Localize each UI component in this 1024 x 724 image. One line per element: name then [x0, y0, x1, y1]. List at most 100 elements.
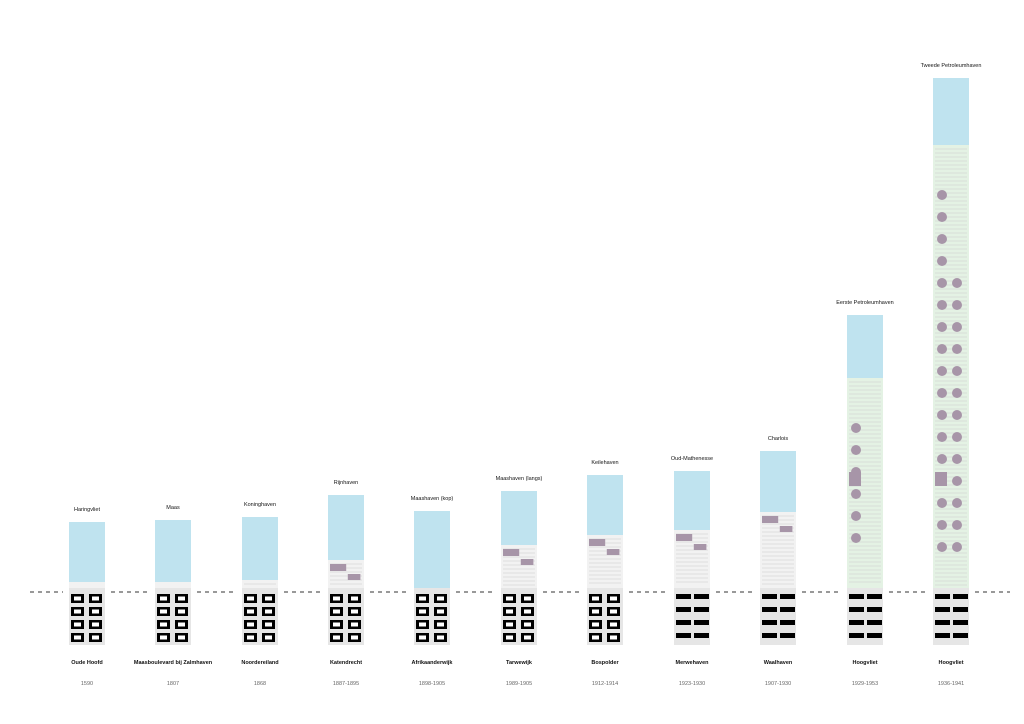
- tank: [937, 300, 947, 310]
- block: [694, 633, 709, 638]
- district-name: Merwehaven: [675, 660, 709, 666]
- tank: [851, 533, 861, 543]
- courtyard: [333, 622, 340, 627]
- tank: [937, 190, 947, 200]
- courtyard: [506, 609, 513, 614]
- courtyard: [247, 622, 254, 627]
- shed: [503, 549, 520, 556]
- courtyard: [247, 635, 254, 640]
- block: [953, 607, 968, 612]
- tank: [937, 432, 947, 442]
- harbour-name: Maashaven (kop): [410, 496, 454, 502]
- courtyard: [265, 622, 272, 627]
- courtyard: [437, 596, 444, 601]
- harbour-zone: [760, 512, 796, 588]
- tank: [952, 322, 962, 332]
- block: [694, 607, 709, 612]
- water: [847, 315, 883, 378]
- harbour-name: Keilehaven: [591, 460, 619, 466]
- courtyard: [74, 609, 81, 614]
- water: [501, 491, 537, 545]
- block: [762, 620, 777, 625]
- water: [69, 522, 105, 582]
- block: [762, 594, 777, 599]
- district-name: Tarwewijk: [506, 660, 532, 666]
- tank: [952, 388, 962, 398]
- water: [760, 451, 796, 512]
- courtyard: [592, 635, 599, 640]
- tank: [937, 498, 947, 508]
- tank: [952, 542, 962, 552]
- courtyard: [351, 596, 358, 601]
- courtyard: [610, 635, 617, 640]
- courtyard: [178, 635, 185, 640]
- shed: [347, 574, 361, 580]
- block: [935, 594, 950, 599]
- harbour-name: Rijnhaven: [333, 480, 359, 486]
- tank: [937, 388, 947, 398]
- courtyard: [92, 622, 99, 627]
- tank: [952, 520, 962, 530]
- tank: [851, 423, 861, 433]
- block: [780, 607, 795, 612]
- courtyard: [437, 622, 444, 627]
- shed: [589, 539, 606, 546]
- shed: [676, 534, 693, 541]
- district-name: Katendrecht: [329, 660, 363, 666]
- courtyard: [419, 622, 426, 627]
- courtyard: [74, 622, 81, 627]
- block: [694, 620, 709, 625]
- tank: [937, 542, 947, 552]
- block: [694, 594, 709, 599]
- shed: [935, 472, 947, 486]
- block: [935, 607, 950, 612]
- harbour-name: Koninghaven: [243, 502, 277, 508]
- block: [676, 620, 691, 625]
- block: [935, 620, 950, 625]
- block: [676, 607, 691, 612]
- courtyard: [592, 609, 599, 614]
- water: [328, 495, 364, 560]
- tank: [952, 344, 962, 354]
- tank: [937, 278, 947, 288]
- courtyard: [419, 609, 426, 614]
- tank: [937, 322, 947, 332]
- years: 1590: [80, 681, 94, 687]
- shed: [693, 544, 707, 550]
- district-name: Noordereiland: [241, 660, 279, 666]
- block: [762, 607, 777, 612]
- courtyard: [524, 622, 531, 627]
- tank: [937, 234, 947, 244]
- tank: [937, 256, 947, 266]
- tank: [952, 432, 962, 442]
- tank: [937, 212, 947, 222]
- block: [867, 594, 882, 599]
- courtyard: [265, 635, 272, 640]
- block: [935, 633, 950, 638]
- shed: [606, 549, 620, 555]
- block: [953, 620, 968, 625]
- harbour-name: Oud-Mathenesse: [670, 456, 714, 462]
- courtyard: [506, 596, 513, 601]
- block: [849, 620, 864, 625]
- courtyard: [92, 596, 99, 601]
- courtyard: [74, 635, 81, 640]
- harbour-name: Maas: [166, 505, 180, 511]
- water: [155, 520, 191, 582]
- courtyard: [74, 596, 81, 601]
- block: [780, 620, 795, 625]
- district-name: Afrikaanderwijk: [411, 660, 453, 666]
- courtyard: [333, 596, 340, 601]
- harbour-zone: [69, 582, 105, 588]
- block: [676, 633, 691, 638]
- tank: [851, 511, 861, 521]
- shed: [330, 564, 347, 571]
- courtyard: [247, 609, 254, 614]
- tank: [937, 344, 947, 354]
- harbour-name: Haringvliet: [74, 507, 100, 513]
- courtyard: [333, 635, 340, 640]
- years: 1898-1905: [418, 681, 446, 687]
- block: [953, 633, 968, 638]
- tank: [952, 498, 962, 508]
- water: [587, 475, 623, 535]
